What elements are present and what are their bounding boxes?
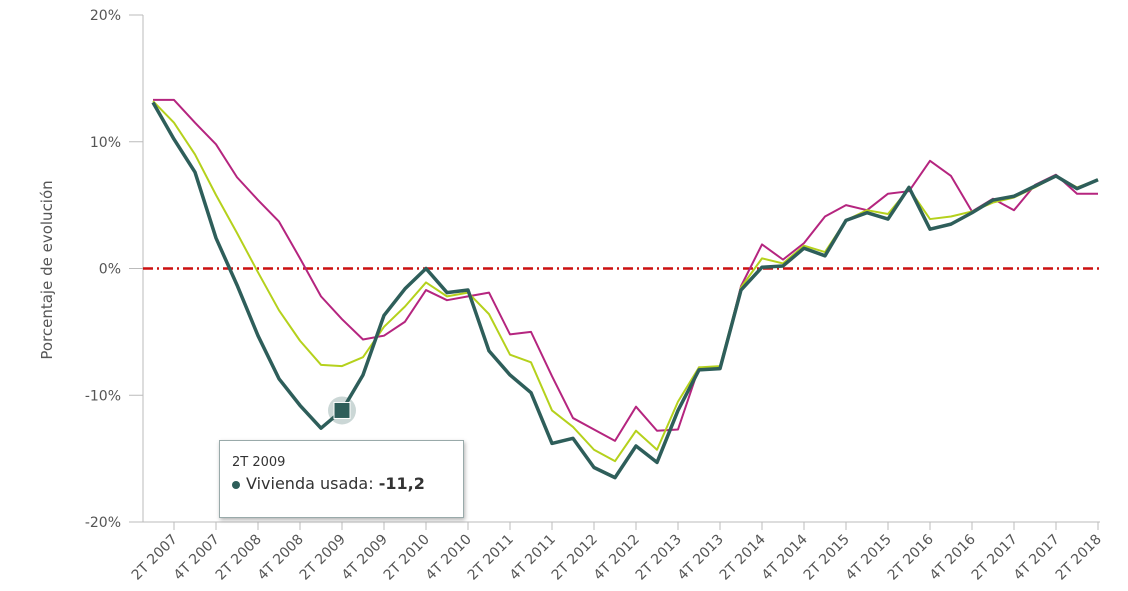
tooltip-label: Vivienda usada: — [246, 474, 374, 493]
x-tick-label: 2T 2018 — [1053, 532, 1105, 584]
series-line — [153, 98, 1098, 442]
series-line — [152, 100, 1099, 463]
tooltip-row: Vivienda usada: -11,2 — [232, 474, 451, 493]
tooltip-value: -11,2 — [378, 474, 425, 493]
y-tick-label: 10% — [90, 135, 121, 151]
y-tick-label: 0% — [99, 262, 121, 278]
tooltip-dot — [232, 480, 240, 489]
hover-marker — [333, 401, 351, 419]
tooltip-title: 2T 2009 — [232, 455, 286, 470]
tooltip: 2T 2009 Vivienda usada: -11,2 — [219, 440, 464, 518]
y-tick-label: -10% — [85, 388, 121, 404]
y-axis-label: Porcentaje de evolución — [38, 180, 56, 359]
y-tick-label: -20% — [85, 515, 121, 531]
series-line — [151, 101, 1099, 480]
y-tick-label: 20% — [90, 8, 121, 24]
